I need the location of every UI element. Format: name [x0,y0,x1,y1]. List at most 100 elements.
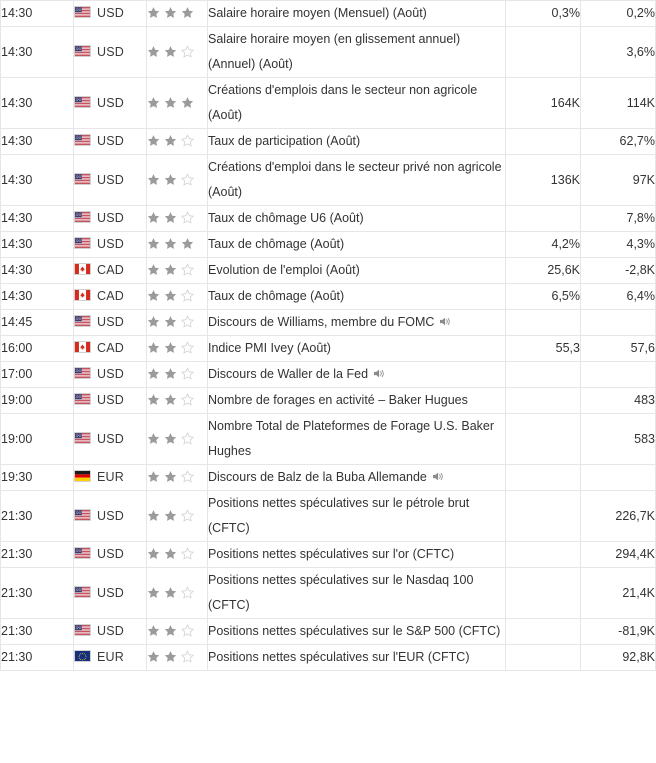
event-title-cell[interactable]: Salaire horaire moyen (en glissement ann… [207,26,506,78]
currency-cell: USD [73,490,147,542]
event-time: 14:30 [0,257,74,284]
actual-value: 97K [580,154,656,206]
event-title-cell[interactable]: Positions nettes spéculatives sur le S&P… [207,618,506,645]
event-title-cell[interactable]: Positions nettes spéculatives sur le Nas… [207,567,506,619]
importance-cell[interactable] [146,413,208,465]
flag-ca-icon [74,341,91,353]
importance-cell[interactable] [146,283,208,310]
importance-cell[interactable] [146,128,208,155]
importance-cell[interactable] [146,644,208,671]
table-row[interactable]: 14:30 USD Taux de chômage (Août) 4,2% 4,3% [0,231,656,258]
event-title-cell[interactable]: Discours de Waller de la Fed [207,361,506,388]
importance-cell[interactable] [146,77,208,129]
table-row[interactable]: 14:30 USD Créations d'emploi dans le secte… [0,154,656,206]
importance-stars [147,134,198,147]
event-title: Créations d'emplois dans le secteur non … [208,83,478,122]
table-row[interactable]: 21:30 EUR Positions nettes spéculatives su… [0,644,656,671]
currency-label: CAD [97,289,124,303]
event-title-cell[interactable]: Positions nettes spéculatives sur l'EUR … [207,644,506,671]
actual-value: 57,6 [580,335,656,362]
star-empty-icon [181,431,194,445]
flag-us-icon [74,624,91,636]
event-title: Discours de Waller de la Fed [208,367,369,381]
event-title-cell[interactable]: Taux de chômage (Août) [207,231,506,258]
table-row[interactable]: 14:30 USD Taux de chômage U6 (Août) 7,8% [0,205,656,232]
table-row[interactable]: 14:30 CAD Evolution de l'emploi (Août) 25,6… [0,257,656,284]
event-title-cell[interactable]: Salaire horaire moyen (Mensuel) (Août) [207,0,506,27]
table-row[interactable]: 14:30 CAD Taux de chômage (Août) 6,5% 6,4% [0,283,656,310]
importance-cell[interactable] [146,335,208,362]
table-row[interactable]: 14:30 USD Salaire horaire moyen (Mensuel) … [0,0,656,27]
importance-cell[interactable] [146,0,208,27]
table-row[interactable]: 16:00 CAD Indice PMI Ivey (Août) 55,3 57,6 [0,335,656,362]
event-title-cell[interactable]: Positions nettes spéculatives sur l'or (… [207,541,506,568]
star-filled-icon [181,6,194,19]
importance-stars [147,367,198,380]
table-row[interactable]: 19:00 USD Nombre Total de Plateformes de F… [0,413,656,465]
table-row[interactable]: 17:00 USD Discours de Waller de la Fed [0,361,656,388]
forecast-value [505,464,581,491]
event-title: Evolution de l'emploi (Août) [208,263,360,277]
event-title-cell[interactable]: Nombre de forages en activité – Baker Hu… [207,387,506,414]
importance-cell[interactable] [146,361,208,388]
currency-cell: USD [73,77,147,129]
importance-cell[interactable] [146,618,208,645]
importance-cell[interactable] [146,490,208,542]
event-title-cell[interactable]: Positions nettes spéculatives sur le pét… [207,490,506,542]
event-title-cell[interactable]: Créations d'emplois dans le secteur non … [207,77,506,129]
currency-label: USD [97,237,124,251]
currency-cell: USD [73,128,147,155]
event-title-cell[interactable]: Taux de chômage (Août) [207,283,506,310]
importance-cell[interactable] [146,257,208,284]
event-title-cell[interactable]: Nombre Total de Plateformes de Forage U.… [207,413,506,465]
table-row[interactable]: 21:30 USD Positions nettes spéculatives su… [0,567,656,619]
flag-us-icon [74,6,91,18]
table-row[interactable]: 19:00 USD Nombre de forages en activité – … [0,387,656,414]
table-row[interactable]: 21:30 USD Positions nettes spéculatives su… [0,490,656,542]
star-filled-icon [147,393,160,406]
importance-cell[interactable] [146,387,208,414]
importance-cell[interactable] [146,205,208,232]
importance-stars [147,585,198,599]
importance-cell[interactable] [146,464,208,491]
importance-cell[interactable] [146,567,208,619]
table-row[interactable]: 14:30 USD Créations d'emplois dans le sect… [0,77,656,129]
forecast-value [505,541,581,568]
table-row[interactable]: 14:30 USD Taux de participation (Août) 62,7… [0,128,656,155]
speaker-icon[interactable] [432,471,445,482]
importance-cell[interactable] [146,154,208,206]
event-title-cell[interactable]: Discours de Williams, membre du FOMC [207,309,506,336]
flag-us-icon [74,134,91,146]
star-empty-icon [181,470,194,483]
event-title-cell[interactable]: Créations d'emploi dans le secteur privé… [207,154,506,206]
table-row[interactable]: 19:30 EUR Discours de Balz de la Buba Alle… [0,464,656,491]
event-title-cell[interactable]: Taux de participation (Août) [207,128,506,155]
speaker-icon[interactable] [373,368,386,379]
star-empty-icon [181,211,194,224]
event-title-cell[interactable]: Discours de Balz de la Buba Allemande [207,464,506,491]
event-title-cell[interactable]: Taux de chômage U6 (Août) [207,205,506,232]
importance-cell[interactable] [146,26,208,78]
event-time: 14:45 [0,309,74,336]
importance-stars [147,96,198,109]
table-row[interactable]: 14:30 USD Salaire horaire moyen (en glisse… [0,26,656,78]
table-row[interactable]: 14:45 USD Discours de Williams, membre du … [0,309,656,336]
event-title-cell[interactable]: Indice PMI Ivey (Août) [207,335,506,362]
forecast-value [505,26,581,78]
importance-cell[interactable] [146,231,208,258]
star-empty-icon [181,624,194,637]
speaker-icon[interactable] [439,316,452,327]
importance-cell[interactable] [146,541,208,568]
table-row[interactable]: 21:30 USD Positions nettes spéculatives su… [0,618,656,645]
flag-ca-icon [74,289,91,301]
star-empty-icon [181,289,194,302]
star-filled-icon [147,586,160,599]
table-row[interactable]: 21:30 USD Positions nettes spéculatives su… [0,541,656,568]
star-filled-icon [147,45,160,58]
event-title-cell[interactable]: Evolution de l'emploi (Août) [207,257,506,284]
importance-cell[interactable] [146,309,208,336]
star-empty-icon [181,44,194,58]
importance-stars [147,44,198,58]
currency-cell: EUR [73,464,147,491]
currency-label: USD [97,211,124,225]
